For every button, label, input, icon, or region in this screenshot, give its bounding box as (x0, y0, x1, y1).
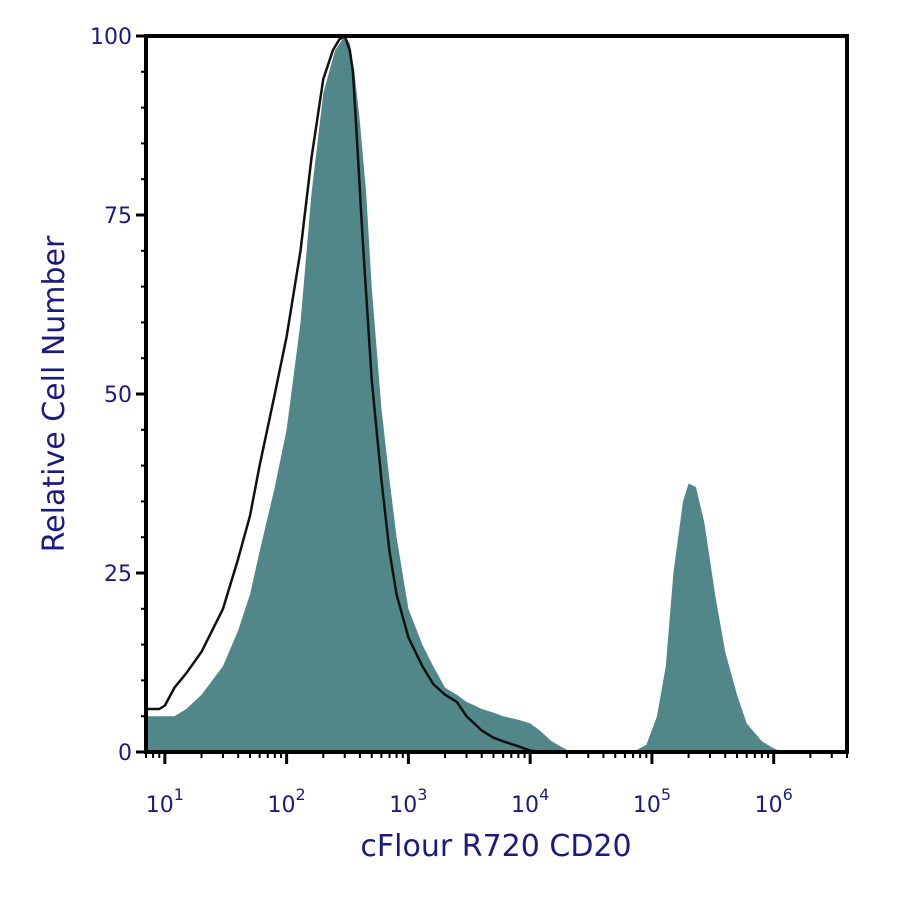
x-tick-label: 104 (511, 785, 549, 818)
series-filled-histogram (146, 36, 847, 752)
y-tick-label: 75 (104, 204, 132, 229)
x-tick-label: 103 (389, 785, 427, 818)
x-tick-label: 101 (146, 785, 184, 818)
x-axis-title: cFlour R720 CD20 (360, 829, 631, 864)
y-axis-title: Relative Cell Number (37, 235, 72, 552)
y-axis: 0 25 50 75 100 (90, 25, 146, 766)
y-tick-label: 100 (90, 25, 132, 50)
x-tick-label: 106 (755, 785, 793, 818)
series-layer (146, 36, 847, 752)
x-axis: 101 102 103 104 105 106 (145, 752, 848, 818)
series-outline-histogram (146, 36, 847, 752)
y-tick-label: 25 (104, 562, 132, 587)
y-tick-label: 0 (118, 741, 132, 766)
x-tick-label: 105 (633, 785, 671, 818)
x-tick-label: 102 (268, 785, 306, 818)
y-tick-label: 50 (104, 383, 132, 408)
